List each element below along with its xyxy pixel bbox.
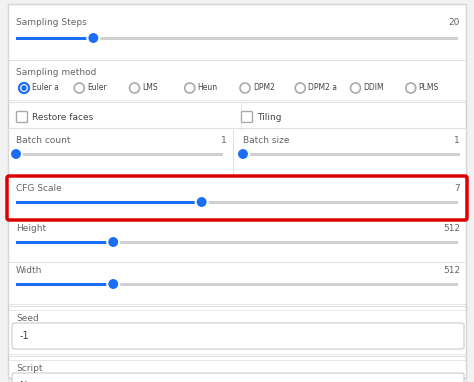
Circle shape xyxy=(350,83,361,93)
Text: CFG Scale: CFG Scale xyxy=(16,184,62,193)
Circle shape xyxy=(107,278,119,290)
FancyBboxPatch shape xyxy=(241,112,253,123)
Bar xyxy=(16,283,458,285)
Text: DPM2 a: DPM2 a xyxy=(308,84,337,92)
Circle shape xyxy=(74,83,84,93)
Text: Euler: Euler xyxy=(87,84,107,92)
Circle shape xyxy=(406,83,416,93)
Circle shape xyxy=(237,148,249,160)
Bar xyxy=(8,310,466,354)
FancyBboxPatch shape xyxy=(12,373,464,382)
Text: DPM2: DPM2 xyxy=(253,84,275,92)
Text: Heun: Heun xyxy=(198,84,218,92)
Text: ∨: ∨ xyxy=(451,379,461,382)
Text: -1: -1 xyxy=(20,331,29,341)
Text: Batch count: Batch count xyxy=(16,136,71,145)
Circle shape xyxy=(185,83,195,93)
Text: 512: 512 xyxy=(443,266,460,275)
FancyBboxPatch shape xyxy=(12,323,464,349)
Text: Restore faces: Restore faces xyxy=(32,113,93,121)
Bar xyxy=(8,360,466,382)
Circle shape xyxy=(107,236,119,248)
Bar xyxy=(8,60,466,100)
FancyBboxPatch shape xyxy=(7,176,467,220)
Circle shape xyxy=(295,83,305,93)
Bar xyxy=(16,152,223,155)
Circle shape xyxy=(19,83,29,93)
Circle shape xyxy=(196,196,208,208)
Bar xyxy=(8,262,466,304)
Circle shape xyxy=(21,85,27,91)
Text: Batch size: Batch size xyxy=(243,136,290,145)
Bar xyxy=(8,4,466,60)
Text: Sampling Steps: Sampling Steps xyxy=(16,18,87,27)
Text: Seed: Seed xyxy=(16,314,39,323)
Text: Sampling method: Sampling method xyxy=(16,68,96,77)
Circle shape xyxy=(87,32,100,44)
Text: Euler a: Euler a xyxy=(32,84,59,92)
Bar xyxy=(8,128,233,178)
Bar xyxy=(233,128,466,178)
Text: Height: Height xyxy=(16,224,46,233)
Circle shape xyxy=(240,83,250,93)
Bar xyxy=(16,241,113,243)
Bar xyxy=(16,37,93,39)
Bar xyxy=(243,152,460,155)
Text: 1: 1 xyxy=(454,136,460,145)
Bar xyxy=(16,201,201,204)
Text: 512: 512 xyxy=(443,224,460,233)
Bar xyxy=(8,220,466,262)
Bar xyxy=(16,201,458,204)
Bar xyxy=(16,37,458,39)
Text: LMS: LMS xyxy=(143,84,158,92)
FancyBboxPatch shape xyxy=(17,112,27,123)
Circle shape xyxy=(129,83,139,93)
Text: Tiling: Tiling xyxy=(257,113,282,121)
Text: 1: 1 xyxy=(221,136,227,145)
Text: None: None xyxy=(20,381,46,382)
Bar xyxy=(16,283,113,285)
Text: 7: 7 xyxy=(454,184,460,193)
Text: DDIM: DDIM xyxy=(364,84,384,92)
Text: PLMS: PLMS xyxy=(419,84,439,92)
Text: 20: 20 xyxy=(448,18,460,27)
Text: Script: Script xyxy=(16,364,43,373)
Circle shape xyxy=(10,148,22,160)
Text: Width: Width xyxy=(16,266,42,275)
Bar xyxy=(16,241,458,243)
